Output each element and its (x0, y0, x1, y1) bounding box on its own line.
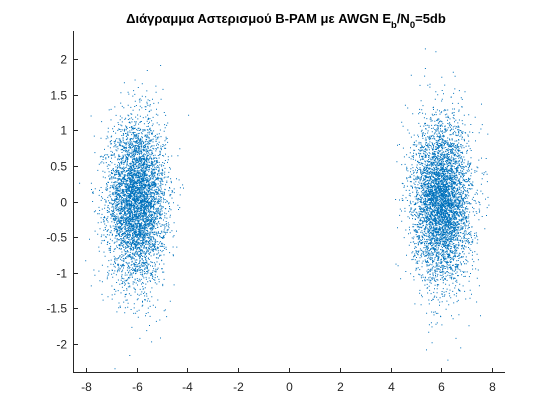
x-tick-label: 6 (438, 380, 445, 394)
chart-title: Διάγραμμα Αστερισμού B-PAM με AWGN Eb/N0… (126, 11, 446, 31)
y-tick-label: -2 (56, 338, 67, 352)
y-tick-label: -0.5 (46, 231, 67, 245)
y-tick-label: -1.5 (46, 302, 67, 316)
x-tick-label: -4 (182, 380, 193, 394)
x-tick-label: -6 (132, 380, 143, 394)
y-tick-label: 1.5 (50, 89, 67, 103)
y-tick-label: -1 (56, 267, 67, 281)
y-tick-label: 0.5 (50, 160, 67, 174)
x-tick-label: 4 (388, 380, 395, 394)
x-tick-label: -2 (233, 380, 244, 394)
axes: -8 -6 -4 -2 0 2 4 6 8 2 1.5 1 0.5 0 -0.5 -1 -1.5 -2 (46, 31, 505, 394)
y-tick-label: 1 (60, 124, 67, 138)
x-tick-label: 2 (337, 380, 344, 394)
x-tick-label: 8 (489, 380, 496, 394)
x-tick-label: 0 (286, 380, 293, 394)
x-tick-label: -8 (81, 380, 92, 394)
y-tick-label: 2 (60, 53, 67, 67)
y-tick-label: 0 (60, 196, 67, 210)
scatter-points (79, 48, 490, 370)
data-point-cloud (79, 48, 490, 370)
